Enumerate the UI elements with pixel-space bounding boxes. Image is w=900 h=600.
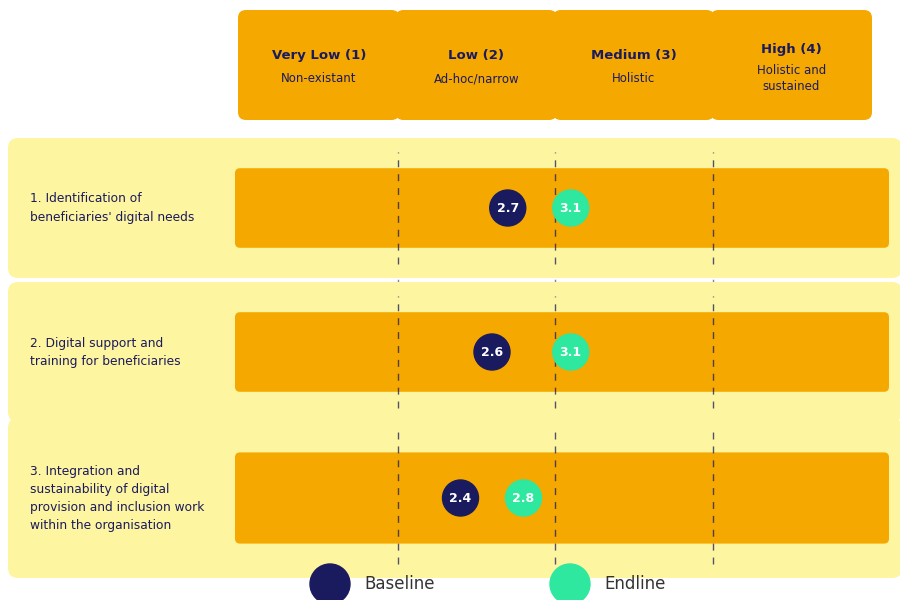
Text: Very Low (1): Very Low (1) bbox=[272, 49, 366, 61]
FancyBboxPatch shape bbox=[235, 452, 889, 544]
Text: High (4): High (4) bbox=[760, 43, 822, 55]
Circle shape bbox=[490, 190, 526, 226]
FancyBboxPatch shape bbox=[710, 10, 872, 120]
FancyBboxPatch shape bbox=[553, 10, 715, 120]
Text: Baseline: Baseline bbox=[364, 575, 435, 593]
Text: 2.8: 2.8 bbox=[512, 491, 535, 505]
Text: 1. Identification of
beneficiaries' digital needs: 1. Identification of beneficiaries' digi… bbox=[30, 193, 194, 223]
Text: 3.1: 3.1 bbox=[560, 202, 581, 214]
Text: Non-existant: Non-existant bbox=[281, 73, 356, 85]
FancyBboxPatch shape bbox=[235, 168, 889, 248]
Text: 3. Integration and
sustainability of digital
provision and inclusion work
within: 3. Integration and sustainability of dig… bbox=[30, 464, 204, 532]
FancyBboxPatch shape bbox=[8, 138, 900, 278]
Text: 2.4: 2.4 bbox=[449, 491, 472, 505]
Circle shape bbox=[550, 564, 590, 600]
Text: Holistic: Holistic bbox=[612, 73, 655, 85]
Text: 3.1: 3.1 bbox=[560, 346, 581, 358]
FancyBboxPatch shape bbox=[395, 10, 557, 120]
Text: 2.6: 2.6 bbox=[481, 346, 503, 358]
Text: Medium (3): Medium (3) bbox=[591, 49, 677, 61]
Circle shape bbox=[310, 564, 350, 600]
Circle shape bbox=[553, 334, 589, 370]
Text: 2. Digital support and
training for beneficiaries: 2. Digital support and training for bene… bbox=[30, 337, 181, 367]
Text: Holistic and
sustained: Holistic and sustained bbox=[757, 64, 826, 94]
Circle shape bbox=[506, 480, 542, 516]
FancyBboxPatch shape bbox=[8, 418, 900, 578]
Circle shape bbox=[474, 334, 510, 370]
FancyBboxPatch shape bbox=[238, 10, 400, 120]
Text: Endline: Endline bbox=[604, 575, 665, 593]
FancyBboxPatch shape bbox=[8, 282, 900, 422]
Circle shape bbox=[553, 190, 589, 226]
Text: 2.7: 2.7 bbox=[497, 202, 519, 214]
Text: Low (2): Low (2) bbox=[448, 49, 504, 61]
Text: Ad-hoc/narrow: Ad-hoc/narrow bbox=[434, 73, 519, 85]
FancyBboxPatch shape bbox=[235, 312, 889, 392]
Circle shape bbox=[443, 480, 479, 516]
